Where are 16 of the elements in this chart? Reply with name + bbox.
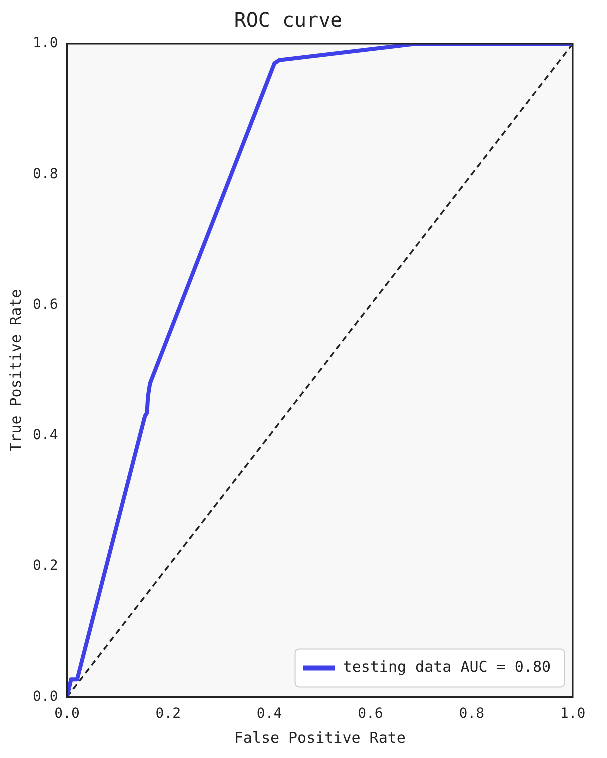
x-tick-label: 0.4 <box>256 706 282 722</box>
y-tick-label: 0.2 <box>32 558 58 574</box>
x-tick-label: 0.0 <box>54 706 80 722</box>
x-tick-label: 0.2 <box>156 706 182 722</box>
y-tick-label: 1.0 <box>32 36 58 52</box>
y-axis-title: True Positive Rate <box>6 289 25 452</box>
y-tick-label: 0.4 <box>32 428 58 444</box>
chart-title: ROC curve <box>234 8 343 32</box>
x-tick-label: 0.6 <box>358 706 384 722</box>
legend-label: testing data AUC = 0.80 <box>343 658 552 676</box>
y-tick-label: 0.6 <box>32 296 58 313</box>
y-tick-label: 0.8 <box>32 166 58 182</box>
x-tick-label: 0.8 <box>459 706 485 722</box>
x-tick-label: 1.0 <box>560 706 586 722</box>
x-axis-title: False Positive Rate <box>234 728 406 747</box>
y-tick-label: 0.0 <box>32 688 58 705</box>
